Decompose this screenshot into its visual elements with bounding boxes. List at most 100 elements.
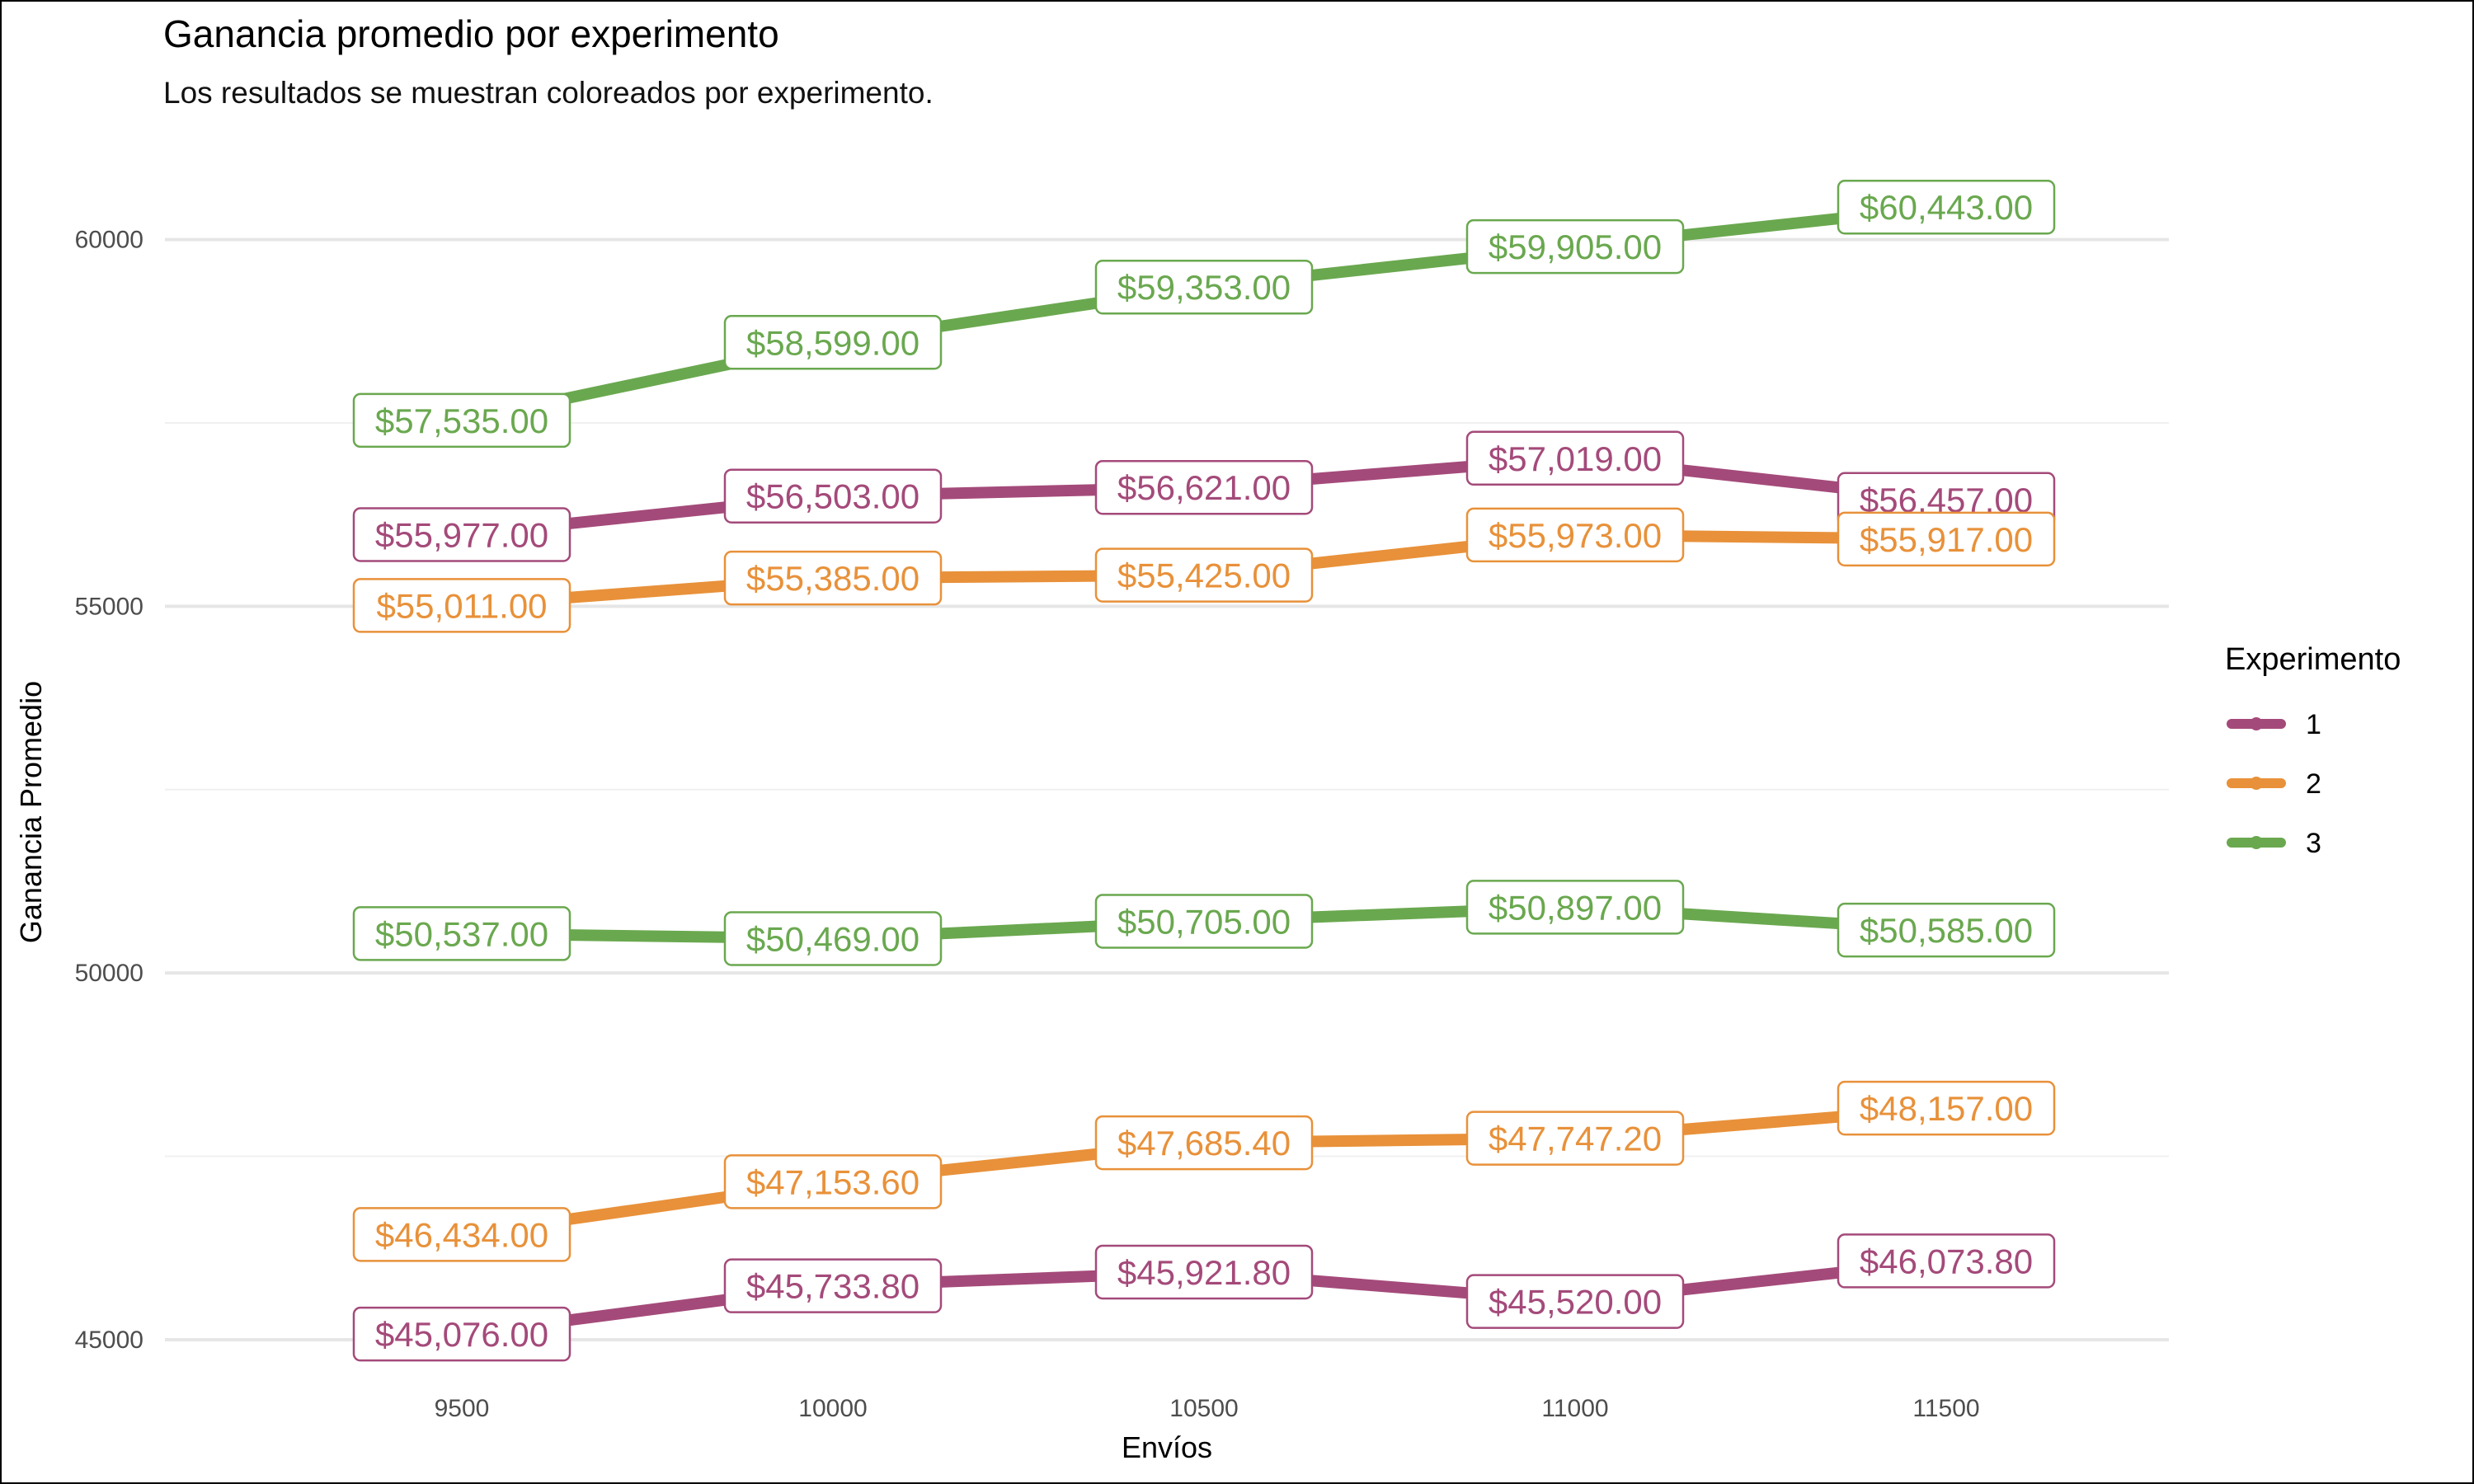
data-label-text: $47,747.20: [1489, 1120, 1662, 1158]
data-label-box: [1465, 1274, 1685, 1329]
data-label-box: [1094, 1244, 1314, 1300]
data-label-box: [1465, 218, 1685, 275]
data-label-box: [1094, 1115, 1314, 1171]
data-label: $48,157.00: [1837, 1080, 2056, 1136]
y-tick-label: 45000: [75, 1327, 143, 1354]
data-label: $45,076.00: [352, 1306, 571, 1362]
data-label-box: [352, 507, 571, 562]
data-label: $45,520.00: [1465, 1274, 1685, 1329]
legend-label-2: 2: [2306, 768, 2321, 800]
x-tick-label: 9500: [435, 1395, 490, 1422]
data-label-box: [1465, 430, 1685, 486]
data-label-box: [1465, 1111, 1685, 1166]
data-label-text: $46,073.80: [1860, 1242, 2033, 1280]
data-label-box: [352, 1306, 571, 1362]
data-label-box: [352, 906, 571, 961]
data-label-text: $55,425.00: [1117, 556, 1291, 595]
data-label-text: $57,535.00: [375, 402, 548, 440]
data-label: $50,537.00: [352, 906, 571, 961]
data-label-text: $57,019.00: [1489, 439, 1662, 478]
data-label-box: [723, 550, 943, 606]
data-label-text: $46,434.00: [375, 1215, 548, 1254]
data-label: $55,973.00: [1465, 507, 1685, 563]
x-axis-title: Envíos: [1122, 1430, 1212, 1464]
data-label-text: $55,977.00: [375, 515, 548, 554]
data-label-box: [1094, 894, 1314, 949]
data-label-box: [1094, 547, 1314, 603]
data-label-text: $59,353.00: [1117, 268, 1291, 307]
data-label-text: $50,897.00: [1489, 888, 1662, 927]
data-label: $45,921.80: [1094, 1244, 1314, 1300]
data-label-box: [1837, 511, 2056, 567]
data-label: $56,621.00: [1094, 459, 1314, 515]
data-label: $60,443.00: [1837, 179, 2056, 235]
data-label-text: $50,537.00: [375, 914, 548, 953]
data-label-text: $45,520.00: [1489, 1283, 1662, 1322]
data-label-text: $50,705.00: [1117, 902, 1291, 941]
data-label: $50,469.00: [723, 911, 943, 966]
data-label: $55,977.00: [352, 507, 571, 562]
data-label-text: $55,385.00: [746, 559, 920, 598]
data-label: $46,073.80: [1837, 1233, 2056, 1289]
data-label: $57,535.00: [352, 392, 571, 448]
data-label: $56,503.00: [723, 468, 943, 524]
data-label: $55,425.00: [1094, 547, 1314, 603]
data-label-text: $50,585.00: [1860, 911, 2033, 950]
data-label: $47,685.40: [1094, 1115, 1314, 1171]
y-tick-label: 55000: [75, 593, 143, 620]
x-tick-label: 10000: [798, 1395, 867, 1422]
legend-title: Experimento: [2225, 642, 2401, 677]
data-label: $50,897.00: [1465, 880, 1685, 935]
y-axis-ticks: 45000 50000 55000 60000: [75, 227, 143, 1354]
data-label: $55,917.00: [1837, 511, 2056, 567]
data-labels: $55,977.00 $56,503.00 $56,621.00 $57,019.00…: [352, 179, 2056, 1362]
data-label-box: [1465, 507, 1685, 563]
data-label: $58,599.00: [723, 315, 943, 370]
data-label-text: $56,503.00: [746, 477, 920, 516]
data-label-box: [1465, 880, 1685, 935]
data-label: $50,705.00: [1094, 894, 1314, 949]
data-label-box: [723, 468, 943, 524]
data-label-text: $59,905.00: [1489, 228, 1662, 266]
data-label-box: [1094, 459, 1314, 515]
y-tick-label: 60000: [75, 227, 143, 254]
legend-label-1: 1: [2306, 709, 2321, 740]
x-axis-ticks: 9500 10000 10500 11000 11500: [435, 1395, 1980, 1422]
data-label: $47,153.60: [723, 1154, 943, 1209]
data-label-text: $50,469.00: [746, 919, 920, 958]
data-label-text: $58,599.00: [746, 323, 920, 362]
chart-title: Ganancia promedio por experimento: [163, 12, 779, 55]
data-label: $55,011.00: [352, 578, 571, 633]
data-label-box: [352, 392, 571, 448]
data-label-box: [723, 911, 943, 966]
data-label: $59,905.00: [1465, 218, 1685, 275]
data-label-text: $47,685.40: [1117, 1124, 1291, 1162]
x-tick-label: 11000: [1541, 1395, 1608, 1422]
chart-subtitle: Los resultados se muestran coloreados po…: [163, 76, 934, 110]
data-label: $45,733.80: [723, 1258, 943, 1313]
data-label-box: [1837, 179, 2056, 235]
data-label-box: [1837, 1080, 2056, 1136]
legend-key-point: [2250, 717, 2263, 730]
data-label-text: $55,973.00: [1489, 516, 1662, 555]
data-label-text: $55,917.00: [1860, 520, 2033, 559]
data-label-text: $47,153.60: [746, 1162, 920, 1201]
data-label-text: $60,443.00: [1860, 188, 2033, 227]
data-label-box: [1837, 902, 2056, 958]
data-label-text: $55,011.00: [376, 586, 547, 625]
legend-key-point: [2250, 777, 2263, 790]
data-label-box: [1094, 259, 1314, 315]
data-label-box: [723, 1154, 943, 1209]
data-label: $47,747.20: [1465, 1111, 1685, 1166]
data-label: $55,385.00: [723, 550, 943, 606]
data-label-text: $45,076.00: [375, 1315, 548, 1354]
y-tick-label: 50000: [75, 960, 143, 987]
data-label-text: $45,921.80: [1117, 1253, 1291, 1292]
x-tick-label: 10500: [1169, 1395, 1238, 1422]
data-label: $57,019.00: [1465, 430, 1685, 486]
legend: Experimento 1 2 3: [2225, 642, 2401, 859]
legend-label-3: 3: [2306, 828, 2321, 859]
data-label-text: $56,621.00: [1117, 468, 1291, 507]
data-label: $46,434.00: [352, 1207, 571, 1262]
